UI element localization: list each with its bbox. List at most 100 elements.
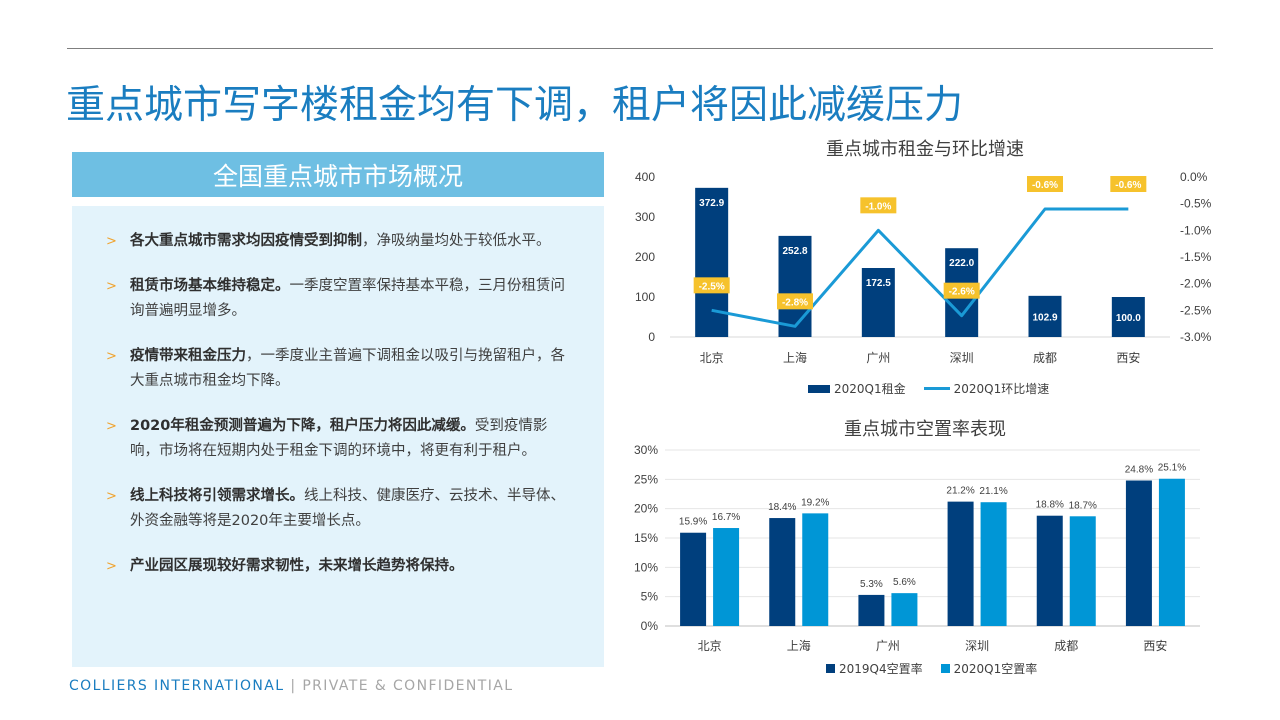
- bullet-item: > 产业园区展现较好需求韧性，未来增长趋势将保持。: [106, 554, 572, 579]
- category-label: 北京: [700, 351, 724, 365]
- footer-separator: |: [284, 678, 303, 694]
- category-label: 上海: [783, 350, 807, 365]
- bullet-strong: 产业园区展现较好需求韧性，未来增长趋势将保持。: [130, 558, 464, 574]
- vacancy-data-label: 25.1%: [1158, 463, 1186, 474]
- footer-brand: COLLIERS INTERNATIONAL: [69, 678, 285, 694]
- legend-swatch: [923, 387, 950, 390]
- right-axis-tick: -2.0%: [1180, 277, 1212, 291]
- legend-label: 2020Q1空置率: [953, 662, 1038, 676]
- chevron-right-icon: >: [106, 419, 117, 434]
- panel-header: 全国重点城市市场概况: [72, 152, 604, 197]
- right-axis-tick: -3.0%: [1180, 330, 1212, 344]
- vacancy-data-label: 15.9%: [679, 517, 707, 528]
- vacancy-data-label: 16.7%: [712, 512, 740, 523]
- vacancy-bar: [891, 593, 918, 626]
- vacancy-bar: [1125, 480, 1152, 626]
- vacancy-bar: [1036, 515, 1063, 626]
- legend-swatch: [826, 664, 835, 673]
- rent-bar: [695, 187, 729, 337]
- chevron-right-icon: >: [106, 234, 117, 249]
- category-label: 西安: [1143, 638, 1167, 653]
- growth-data-label: -2.6%: [949, 287, 975, 298]
- growth-data-label: -2.5%: [699, 281, 725, 292]
- page-title: 重点城市写字楼租金均有下调，租户将因此减缓压力: [66, 83, 964, 128]
- bullet-strong: 线上科技将引领需求增长。: [130, 488, 304, 504]
- rent-bar: [1111, 297, 1145, 337]
- left-axis-tick: 300: [635, 210, 655, 224]
- vacancy-bar: [680, 532, 707, 626]
- legend-item-2020q1: 2020Q1空置率: [940, 660, 1038, 677]
- vacancy-data-label: 24.8%: [1125, 465, 1153, 476]
- chevron-right-icon: >: [106, 489, 117, 504]
- bullet-text: 受到疫情影响，市场将在短期内处于租金下调的环境中，将更有利于租户。: [130, 418, 548, 459]
- category-label: 深圳: [965, 639, 989, 653]
- vacancy-bar: [1069, 516, 1096, 626]
- rent-data-label: 102.9: [1032, 312, 1057, 323]
- bullet-item: > 线上科技将引领需求增长。线上科技、健康医疗、云技术、半导体、外资金融等将是20…: [106, 484, 572, 534]
- bullet-text: 线上科技、健康医疗、云技术、半导体、外资金融等将是2020年主要增长点。: [130, 488, 565, 529]
- footer-confidential: PRIVATE & CONFIDENTIAL: [302, 678, 514, 694]
- vacancy-chart: 30% 25% 20% 15% 10% 5% 0% 15.9% 16.7% 北京 18.4% 19.2…: [634, 443, 1200, 653]
- legend-label: 2020Q1环比增速: [953, 382, 1050, 396]
- left-axis-tick: 200: [635, 250, 655, 264]
- vacancy-data-label: 5.6%: [893, 577, 916, 588]
- growth-label-box: [1027, 176, 1063, 192]
- vacancy-data-label: 5.3%: [860, 579, 883, 590]
- y-axis-tick: 25%: [634, 472, 658, 486]
- legend-swatch: [940, 664, 950, 673]
- category-label: 成都: [1054, 639, 1078, 653]
- left-axis-tick: 100: [635, 290, 655, 304]
- vacancy-data-label: 21.1%: [979, 486, 1007, 497]
- vacancy-chart-title: 重点城市空置率表现: [844, 419, 1006, 440]
- legend-item-growth: 2020Q1环比增速: [923, 380, 1050, 397]
- category-label: 成都: [1033, 351, 1057, 365]
- right-axis-tick: -2.5%: [1180, 303, 1212, 317]
- y-axis-tick: 30%: [634, 443, 658, 457]
- right-axis-tick: -1.5%: [1180, 250, 1212, 264]
- rent-data-label: 100.0: [1116, 313, 1141, 324]
- bullet-strong: 租赁市场基本维持稳定。: [130, 278, 290, 294]
- category-label: 广州: [866, 351, 890, 365]
- bullet-text: 一季度空置率保持基本平稳，三月份租赁问询普遍明显增多。: [130, 278, 565, 319]
- vacancy-data-label: 19.2%: [801, 497, 829, 508]
- rent-bar: [861, 268, 895, 337]
- left-axis-tick: 0: [648, 330, 655, 344]
- vacancy-data-label: 18.4%: [768, 502, 796, 513]
- category-label: 深圳: [950, 351, 974, 365]
- y-axis-tick: 20%: [634, 502, 658, 516]
- category-label: 西安: [1116, 350, 1140, 365]
- bullet-strong: 2020年租金预测普遍为下降，租户压力将因此减缓。: [130, 418, 475, 434]
- bullet-item: > 各大重点城市需求均因疫情受到抑制，净吸纳量均处于较低水平。: [106, 229, 572, 254]
- rent-data-label: 172.5: [866, 278, 891, 289]
- y-axis-tick: 5%: [641, 590, 659, 604]
- bullet-text: ，一季度业主普遍下调租金以吸引与挽留租户，各大重点城市租金均下降。: [130, 348, 565, 389]
- growth-data-label: -2.8%: [782, 297, 808, 308]
- growth-data-label: -1.0%: [865, 201, 891, 212]
- vacancy-bar: [858, 594, 885, 626]
- vacancy-bar: [1158, 478, 1185, 626]
- category-label: 上海: [787, 638, 811, 653]
- y-axis-tick: 0%: [641, 619, 659, 633]
- legend-swatch: [808, 384, 830, 393]
- vacancy-bar: [980, 502, 1007, 626]
- vacancy-bar: [769, 518, 796, 626]
- growth-label-box: [777, 293, 813, 310]
- growth-label-box: [860, 197, 897, 214]
- rent-chart-legend: 2020Q1租金 2020Q1环比增速: [808, 380, 1049, 397]
- vacancy-bar: [947, 501, 974, 626]
- chevron-right-icon: >: [106, 559, 117, 574]
- vacancy-data-label: 21.2%: [946, 486, 974, 497]
- growth-line: [711, 207, 1129, 328]
- legend-item-rent: 2020Q1租金: [808, 380, 906, 397]
- bullet-strong: 各大重点城市需求均因疫情受到抑制: [130, 233, 362, 249]
- top-divider: [67, 48, 1213, 49]
- growth-data-label: -0.6%: [1115, 180, 1141, 191]
- growth-label-box: [943, 282, 980, 299]
- category-label: 北京: [698, 639, 722, 653]
- vacancy-bar: [802, 513, 829, 626]
- chevron-right-icon: >: [106, 279, 117, 294]
- growth-label-box: [693, 277, 730, 294]
- vacancy-data-label: 18.7%: [1069, 500, 1097, 511]
- legend-item-2019q4: 2019Q4空置率: [826, 660, 923, 677]
- rent-data-label: 222.0: [949, 258, 974, 269]
